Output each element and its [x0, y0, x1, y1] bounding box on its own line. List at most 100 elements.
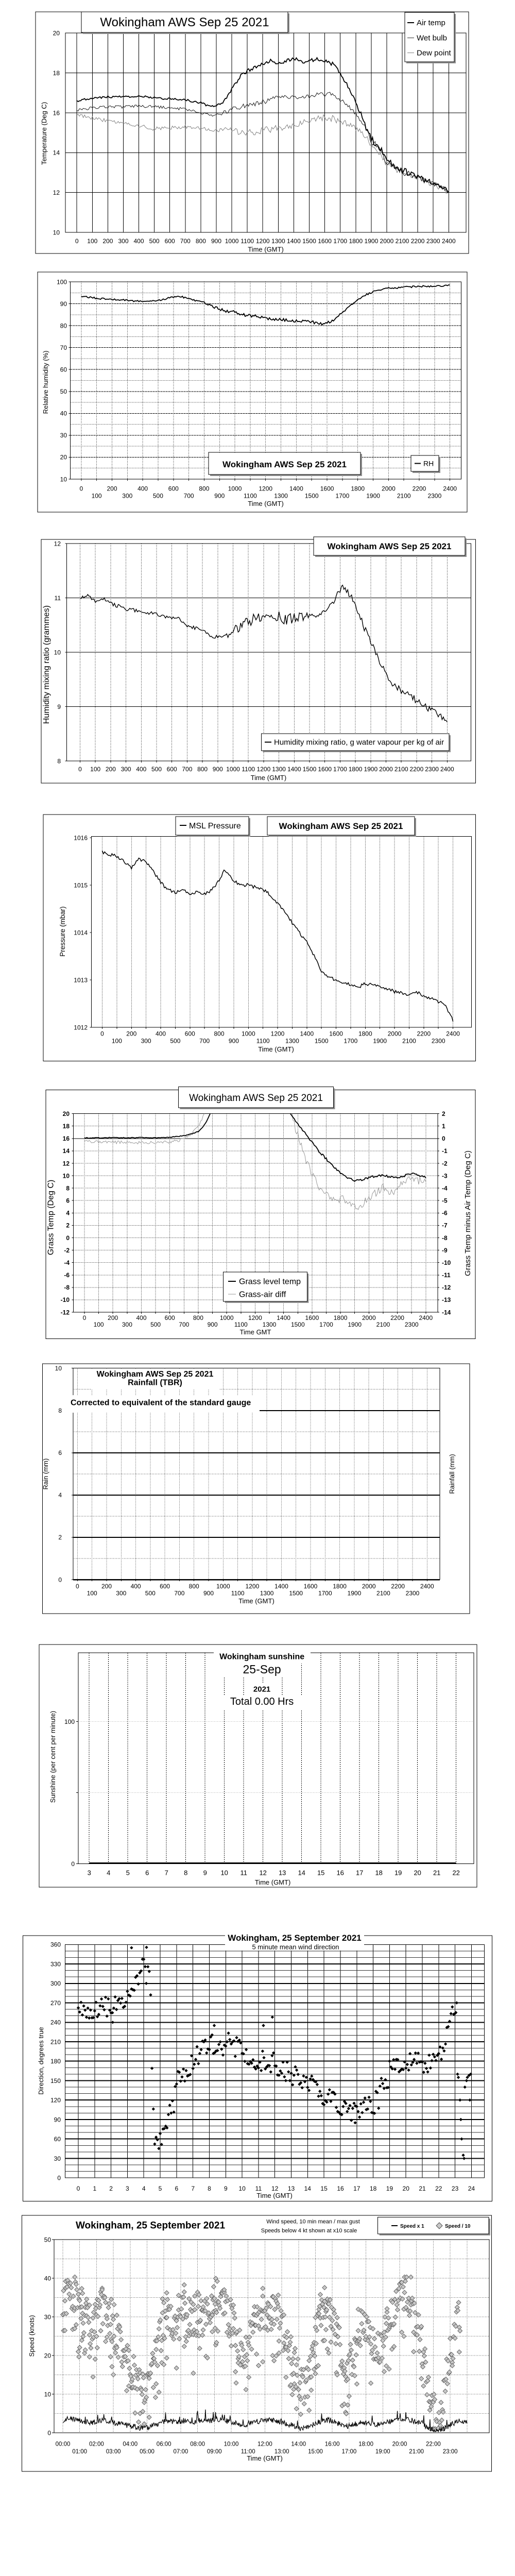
svg-text:Time (GMT): Time (GMT) — [255, 1878, 291, 1886]
svg-text:1500: 1500 — [305, 493, 319, 500]
svg-text:2021: 2021 — [253, 1685, 270, 1693]
svg-text:2100: 2100 — [376, 1590, 390, 1597]
svg-text:15: 15 — [317, 1869, 324, 1877]
svg-text:25-Sep: 25-Sep — [243, 1663, 281, 1676]
svg-text:1: 1 — [93, 2185, 96, 2192]
svg-text:-4: -4 — [442, 1184, 448, 1192]
svg-text:12: 12 — [54, 540, 61, 547]
svg-text:20: 20 — [414, 1869, 421, 1877]
svg-text:22: 22 — [435, 2185, 442, 2192]
svg-text:700: 700 — [184, 493, 194, 500]
svg-text:-10: -10 — [61, 1296, 70, 1303]
svg-text:03:00: 03:00 — [106, 2449, 121, 2455]
svg-text:900: 900 — [203, 1590, 214, 1597]
svg-text:2000: 2000 — [379, 766, 393, 773]
svg-text:1700: 1700 — [336, 493, 350, 500]
svg-text:19: 19 — [386, 2185, 393, 2192]
svg-text:13: 13 — [279, 1869, 286, 1877]
svg-text:0: 0 — [57, 2175, 61, 2182]
svg-text:0: 0 — [77, 2185, 80, 2192]
svg-text:2400: 2400 — [446, 1030, 460, 1038]
svg-text:1400: 1400 — [287, 766, 301, 773]
svg-text:1600: 1600 — [318, 766, 332, 773]
svg-text:Temperature (Deg C): Temperature (Deg C) — [40, 102, 48, 165]
svg-text:4: 4 — [66, 1210, 70, 1217]
svg-text:Grass Temp (Deg C): Grass Temp (Deg C) — [47, 1180, 56, 1255]
svg-text:12: 12 — [259, 1869, 266, 1877]
svg-text:60: 60 — [60, 366, 67, 374]
svg-text:2400: 2400 — [440, 766, 454, 773]
svg-text:18: 18 — [63, 1123, 70, 1130]
svg-text:0: 0 — [79, 485, 83, 493]
svg-text:1800: 1800 — [334, 1314, 348, 1321]
svg-text:900: 900 — [213, 766, 223, 773]
svg-text:23: 23 — [452, 2185, 459, 2192]
svg-text:1300: 1300 — [263, 1321, 277, 1328]
svg-text:2300: 2300 — [405, 1321, 419, 1328]
svg-text:Rainfall (TBR): Rainfall (TBR) — [128, 1379, 182, 1387]
svg-text:16: 16 — [336, 1869, 344, 1877]
svg-text:14: 14 — [63, 1147, 70, 1155]
svg-text:-10: -10 — [442, 1259, 451, 1266]
svg-text:1500: 1500 — [303, 766, 317, 773]
svg-text:1600: 1600 — [305, 1314, 319, 1321]
svg-text:210: 210 — [50, 2038, 61, 2045]
svg-text:1800: 1800 — [349, 238, 363, 245]
svg-text:5: 5 — [126, 1869, 130, 1877]
svg-text:0: 0 — [76, 1583, 79, 1590]
svg-text:-6: -6 — [442, 1210, 448, 1217]
svg-text:120: 120 — [50, 2097, 61, 2104]
svg-text:1300: 1300 — [274, 493, 288, 500]
svg-text:Corrected to equivalent of the: Corrected to equivalent of the standard … — [71, 1399, 251, 1408]
svg-text:100: 100 — [57, 278, 67, 285]
svg-text:1900: 1900 — [366, 493, 380, 500]
svg-text:Wokingham AWS Sep 25 2021: Wokingham AWS Sep 25 2021 — [328, 541, 452, 551]
svg-text:18:00: 18:00 — [358, 2442, 373, 2448]
svg-text:200: 200 — [101, 1583, 112, 1590]
svg-text:20:00: 20:00 — [392, 2442, 407, 2448]
svg-text:1400: 1400 — [300, 1030, 314, 1038]
svg-text:Sunshine (per cent per minute): Sunshine (per cent per minute) — [49, 1711, 57, 1803]
svg-text:Speed (knots): Speed (knots) — [28, 2315, 36, 2357]
svg-text:2300: 2300 — [432, 1038, 445, 1045]
svg-text:8: 8 — [184, 1869, 187, 1877]
svg-text:13: 13 — [288, 2185, 295, 2192]
svg-text:MSL Pressure: MSL Pressure — [189, 822, 241, 831]
svg-text:19:00: 19:00 — [375, 2449, 390, 2455]
svg-text:Total 0.00 Hrs: Total 0.00 Hrs — [230, 1696, 294, 1707]
svg-text:400: 400 — [133, 238, 144, 245]
svg-text:20: 20 — [63, 1110, 70, 1117]
svg-text:2100: 2100 — [396, 238, 409, 245]
svg-text:2400: 2400 — [419, 1314, 433, 1321]
svg-text:-8: -8 — [64, 1284, 70, 1291]
svg-text:2: 2 — [442, 1110, 445, 1117]
svg-text:180: 180 — [50, 2058, 61, 2065]
svg-text:800: 800 — [197, 766, 208, 773]
svg-text:Speed / 10: Speed / 10 — [445, 2224, 471, 2229]
svg-text:2200: 2200 — [413, 485, 426, 493]
svg-text:100: 100 — [92, 493, 102, 500]
svg-text:14: 14 — [298, 1869, 305, 1877]
svg-text:0: 0 — [66, 1234, 70, 1242]
svg-text:600: 600 — [168, 485, 179, 493]
svg-text:Grass-air diff: Grass-air diff — [239, 1291, 286, 1299]
svg-text:Humidity mixing ratio (grammes: Humidity mixing ratio (grammes) — [42, 605, 51, 724]
svg-text:02:00: 02:00 — [89, 2442, 104, 2448]
svg-text:18: 18 — [370, 2185, 377, 2192]
svg-text:50: 50 — [60, 388, 67, 395]
svg-text:40: 40 — [60, 410, 67, 417]
svg-text:9: 9 — [224, 2185, 228, 2192]
svg-text:Direction, degrees true: Direction, degrees true — [37, 2027, 45, 2095]
svg-text:1300: 1300 — [285, 1038, 299, 1045]
svg-text:Wokingham sunshine: Wokingham sunshine — [219, 1652, 304, 1661]
svg-text:200: 200 — [102, 238, 113, 245]
svg-text:1015: 1015 — [74, 882, 88, 889]
svg-text:11: 11 — [240, 1869, 247, 1877]
svg-text:1012: 1012 — [74, 1024, 88, 1031]
svg-text:2: 2 — [58, 1534, 62, 1541]
svg-text:30: 30 — [54, 2155, 61, 2162]
svg-text:21:00: 21:00 — [409, 2449, 424, 2455]
svg-text:-4: -4 — [64, 1259, 70, 1266]
svg-text:Grass level temp: Grass level temp — [239, 1278, 301, 1286]
svg-text:Time (GMT): Time (GMT) — [248, 500, 284, 507]
